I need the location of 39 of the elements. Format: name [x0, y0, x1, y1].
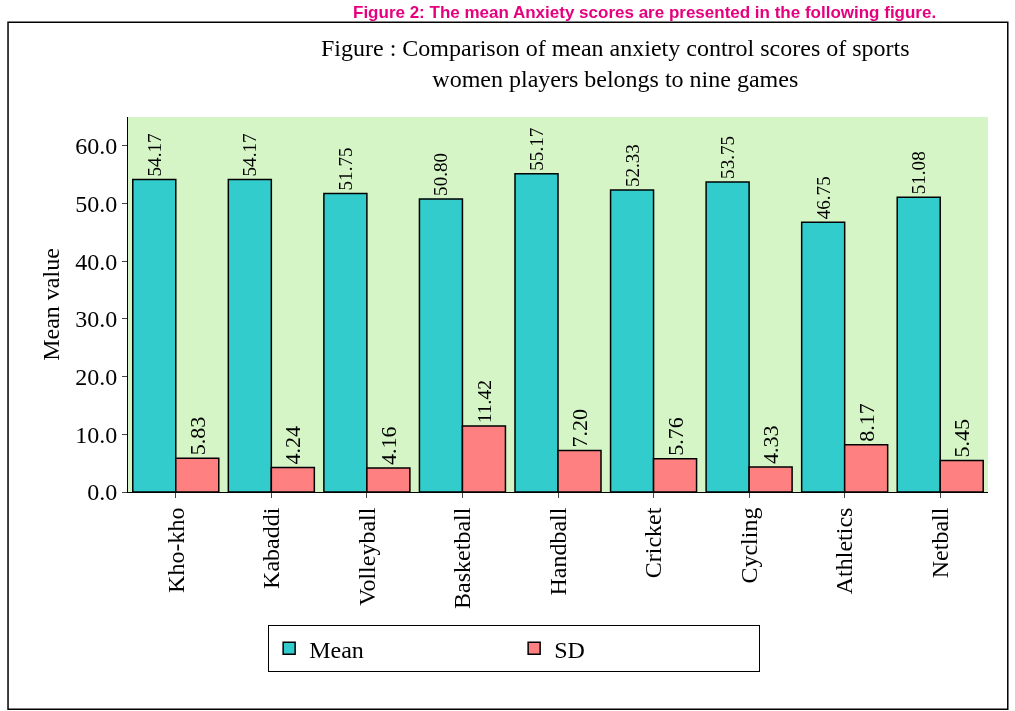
y-axis-title: Mean value — [38, 248, 65, 361]
chart-title: Figure : Comparison of mean anxiety control scores of sports women players belongs to nine games — [321, 35, 910, 93]
legend-label: SD — [554, 636, 585, 663]
data-label: 51.75 — [334, 147, 356, 191]
x-tick-label: Basketball — [449, 507, 476, 609]
data-label: 51.08 — [908, 151, 930, 195]
data-label: 5.76 — [662, 417, 688, 456]
x-tick-label: Cricket — [640, 507, 667, 579]
data-label: 46.75 — [812, 176, 834, 220]
x-tick-label: Kabaddi — [258, 507, 285, 589]
x-tick-label: Cycling — [735, 507, 762, 584]
y-tick-label: 40.0 — [75, 248, 118, 275]
caption: Figure 2: The mean Anxiety scores are presented in the following figure. — [353, 3, 937, 22]
data-label: 50.80 — [430, 152, 452, 196]
legend-label: Mean — [309, 636, 364, 663]
x-tick-label: Netball — [927, 507, 954, 579]
x-tick-label: Handball — [544, 507, 571, 596]
y-tick-label: 30.0 — [75, 306, 118, 333]
y-tick-label: 0.0 — [87, 479, 118, 506]
x-tick-label: Volleyball — [353, 507, 380, 606]
data-label: 5.45 — [949, 419, 975, 458]
x-tick-label: Kho-kho — [162, 507, 189, 593]
data-label: 4.24 — [280, 426, 306, 465]
y-tick-label: 60.0 — [75, 133, 118, 160]
x-tick-label: Athletics — [831, 507, 858, 595]
y-tick-label: 10.0 — [75, 421, 118, 448]
data-label: 54.17 — [239, 133, 261, 177]
data-label: 55.17 — [526, 127, 548, 171]
y-tick-label: 20.0 — [75, 364, 118, 391]
data-label: 53.75 — [717, 135, 739, 179]
data-label: 4.33 — [758, 425, 784, 465]
data-label: 11.42 — [473, 380, 495, 424]
data-label: 5.83 — [184, 416, 210, 456]
data-label: 4.16 — [375, 426, 401, 465]
data-label: 54.17 — [143, 133, 165, 177]
data-label: 52.33 — [621, 144, 643, 188]
data-label: 7.20 — [567, 408, 592, 448]
data-label: 8.17 — [853, 403, 879, 442]
y-tick-label: 50.0 — [75, 190, 118, 217]
